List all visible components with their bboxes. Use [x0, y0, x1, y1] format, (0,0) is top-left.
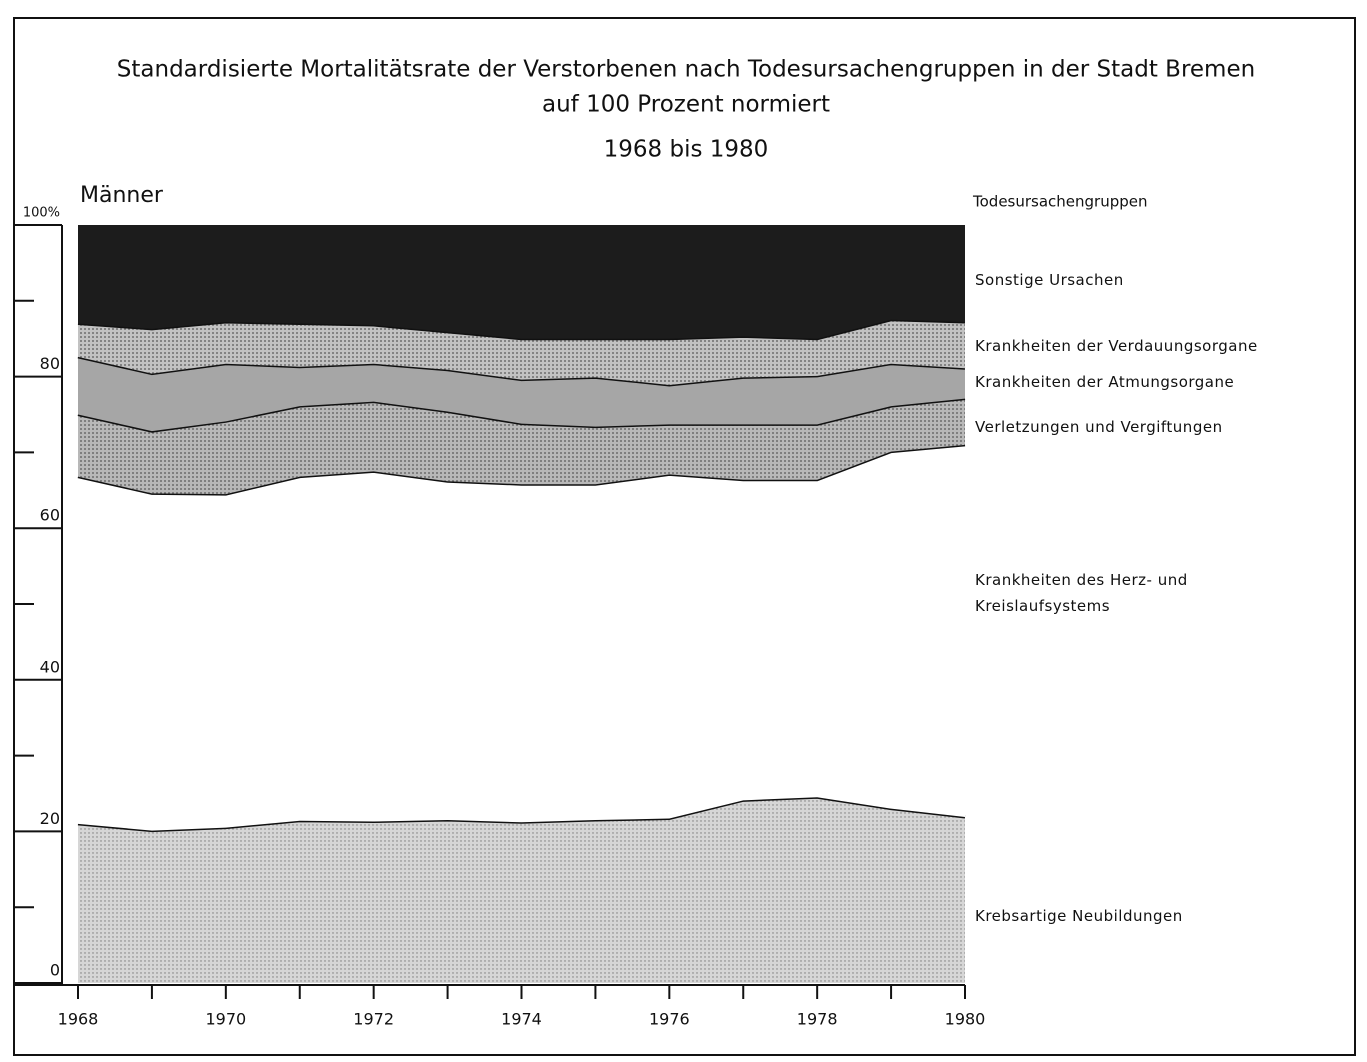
legend-label: Verletzungen und Vergiftungen: [975, 418, 1223, 436]
chart-title-line2: auf 100 Prozent normiert: [542, 92, 830, 118]
legend-label: Krankheiten der Verdauungsorgane: [975, 337, 1258, 355]
y-tick-label: 40: [40, 657, 60, 676]
legend-label: Krebsartige Neubildungen: [975, 907, 1183, 925]
legend-title: Todesursachengruppen: [972, 193, 1148, 211]
chart-subtitle: 1968 bis 1980: [604, 137, 769, 163]
y-tick-label: 20: [40, 809, 60, 828]
y-tick-label: 80: [40, 354, 60, 373]
area: [78, 356, 965, 432]
x-tick-label: 1972: [353, 1010, 394, 1029]
y-tick-label: 60: [40, 506, 60, 525]
y-tick-label: 0: [50, 961, 60, 980]
area-texture: [78, 319, 965, 385]
x-tick-label: 1968: [58, 1010, 99, 1029]
x-tick-label: 1980: [945, 1010, 986, 1029]
y-tick-label: 100%: [23, 206, 60, 221]
plot: [77, 225, 966, 983]
legend-label: Krankheiten des Herz- und Kreislaufsyste…: [975, 571, 1188, 615]
area-texture: [78, 797, 965, 983]
legend-label: Krankheiten der Atmungsorgane: [975, 373, 1235, 391]
legend-label: Sonstige Ursachen: [975, 271, 1124, 289]
x-tick-label: 1976: [649, 1010, 690, 1029]
frame: [13, 17, 1356, 1056]
x-tick-label: 1974: [501, 1010, 542, 1029]
x-tick-label: 1978: [797, 1010, 838, 1029]
panel-label: Männer: [80, 183, 164, 208]
area: [78, 444, 965, 831]
area-texture: [78, 398, 965, 495]
area: [78, 225, 965, 339]
chart-title: Standardisierte Mortalitätsrate der Vers…: [117, 57, 1255, 83]
x-tick-label: 1970: [205, 1010, 246, 1029]
